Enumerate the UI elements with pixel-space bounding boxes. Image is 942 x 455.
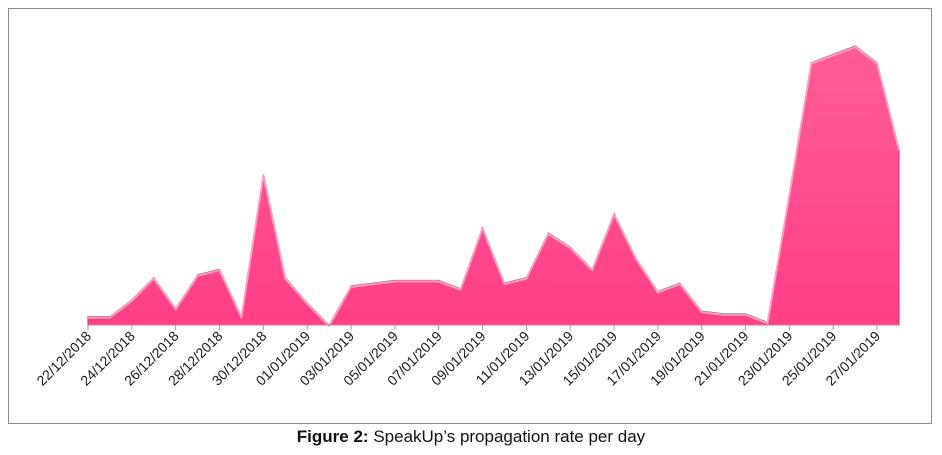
chart-frame [8,8,932,424]
area-chart: 22/12/201824/12/201826/12/201828/12/2018… [33,45,900,389]
area-series [87,45,900,326]
figure-caption: Figure 2: SpeakUp’s propagation rate per… [0,427,942,447]
caption-text: SpeakUp’s propagation rate per day [368,427,646,446]
x-axis-ticks [87,325,878,330]
area-highlight-edge [88,46,900,327]
caption-label: Figure 2: [296,427,369,446]
x-axis-tick-labels: 22/12/201824/12/201826/12/201828/12/2018… [33,328,883,389]
